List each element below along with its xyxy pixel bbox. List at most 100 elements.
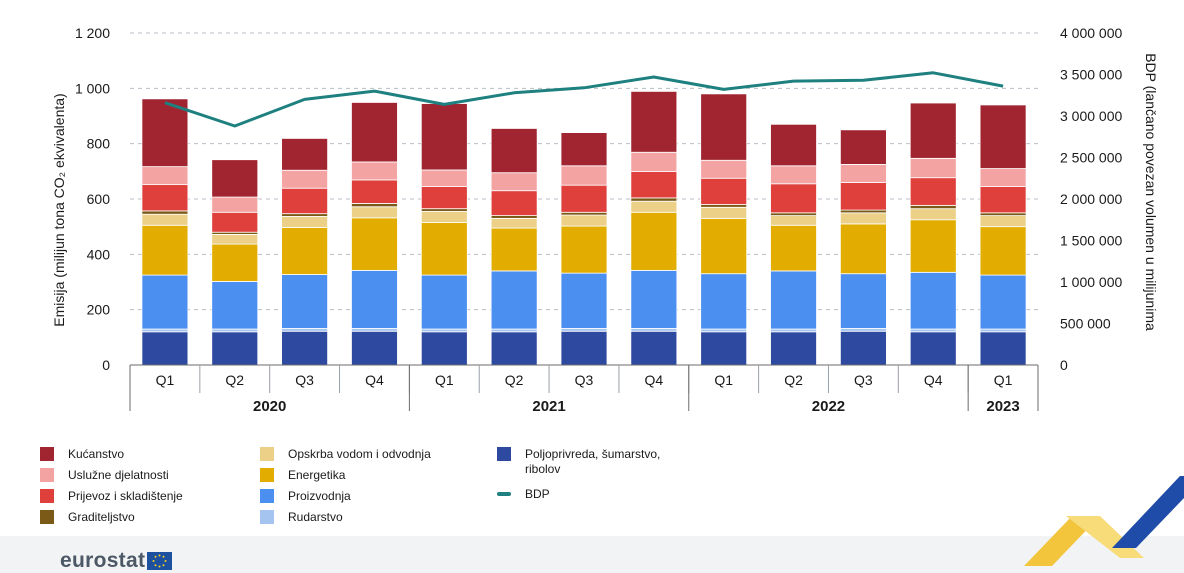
x-tick-label: Q3	[295, 372, 314, 388]
bar-segment	[979, 226, 1027, 276]
bar-segment	[281, 187, 329, 215]
legend-line-swatch	[497, 492, 511, 496]
bar-segment	[211, 196, 259, 213]
y-axis-right: 0 500 000 1 000 000 1 500 000 2 000 000 2 500…	[1060, 25, 1122, 373]
legend-item: Poljoprivreda, šumarstvo, ribolov	[497, 447, 695, 477]
bar-segment	[560, 165, 608, 186]
x-tick-label: Q4	[924, 372, 943, 388]
bar-segment	[141, 184, 189, 212]
legend-label: Uslužne djelatnosti	[68, 468, 169, 482]
legend-label: Prijevoz i skladištenje	[68, 489, 183, 503]
bar-segment	[630, 211, 678, 271]
bar-segment	[211, 234, 259, 245]
bar-segment	[281, 328, 329, 332]
ribbon-blue	[1112, 476, 1184, 548]
legend-swatch	[40, 510, 54, 524]
y2-tick-label: 4 000 000	[1060, 25, 1122, 41]
year-label: 2020	[253, 398, 286, 415]
legend-label: Opskrba vodom i odvodnja	[288, 447, 431, 461]
gdp-line	[164, 71, 1004, 128]
bar-segment	[770, 224, 817, 272]
bar-segment	[839, 129, 887, 165]
bar-segment	[839, 209, 887, 214]
bar-segment	[351, 330, 398, 366]
bar-segment	[420, 186, 468, 210]
bar-segment	[141, 210, 189, 215]
bar-segment	[281, 227, 329, 275]
bar-segment	[770, 212, 817, 216]
bar-segment	[281, 213, 329, 217]
bar-segment	[979, 328, 1027, 333]
y-tick-label: 200	[87, 302, 111, 318]
legend-item: Proizvodnja	[260, 489, 458, 504]
bar-segment	[700, 328, 748, 333]
legend-item: Uslužne djelatnosti	[40, 468, 238, 483]
bar-segment	[979, 215, 1027, 228]
bar-segment	[839, 164, 887, 183]
bar-segment	[351, 269, 398, 329]
legend-label: Poljoprivreda, šumarstvo, ribolov	[525, 447, 661, 476]
bar-segment	[420, 208, 468, 212]
bar-segment	[700, 177, 748, 205]
legend-swatch	[40, 447, 54, 461]
bar-segment	[141, 274, 189, 330]
bar-segment	[351, 217, 398, 271]
year-label: 2023	[986, 398, 1019, 415]
bar-segment	[770, 270, 817, 330]
bar-segment	[979, 274, 1027, 330]
bar-segment	[490, 215, 538, 219]
bar-segment	[351, 203, 398, 208]
bar-segment	[700, 159, 748, 179]
y-tick-label: 1 000	[75, 80, 110, 96]
bar-segment	[141, 328, 189, 333]
y2-tick-label: 2 000 000	[1060, 191, 1122, 207]
bar-segment	[211, 331, 259, 366]
y-tick-label: 800	[87, 136, 111, 152]
bar-segment	[979, 168, 1027, 187]
year-label: 2021	[532, 398, 565, 415]
bar-segment	[211, 159, 259, 198]
bar-segment	[560, 330, 608, 366]
legend-label: Energetika	[288, 468, 346, 482]
bar-segment	[490, 328, 538, 333]
bar-segment	[351, 161, 398, 181]
bar-segment	[700, 331, 748, 366]
bar-segment	[770, 165, 817, 185]
bar-segment	[839, 181, 887, 211]
bar-segment	[490, 227, 538, 272]
bar-segment	[700, 93, 748, 161]
bar-segment	[909, 328, 957, 333]
legend-item: Rudarstvo	[260, 510, 458, 525]
legend-swatch	[40, 468, 54, 482]
bar-segment	[281, 169, 329, 189]
y2-tick-label: 2 500 000	[1060, 150, 1122, 166]
y2-tick-label: 3 500 000	[1060, 67, 1122, 83]
bar-segment	[770, 123, 817, 167]
bar-segment	[630, 90, 678, 153]
bar-segment	[630, 171, 678, 199]
bar-segment	[630, 151, 678, 173]
bar-segment	[839, 328, 887, 332]
legend-label: Rudarstvo	[288, 510, 343, 524]
legend-label: Graditeljstvo	[68, 510, 135, 524]
bar-segment	[420, 211, 468, 223]
bar-segment	[351, 206, 398, 219]
bar-segment	[560, 272, 608, 329]
bar-segment	[630, 200, 678, 213]
bar-segment	[770, 183, 817, 214]
legend-swatch	[260, 489, 274, 503]
bar-segment	[909, 204, 957, 210]
legend-item: Graditeljstvo	[40, 510, 238, 525]
x-tick-label: Q2	[784, 372, 803, 388]
bar-segment	[630, 330, 678, 366]
legend-swatch	[260, 510, 274, 524]
bar-segment	[560, 225, 608, 274]
year-label: 2022	[812, 398, 845, 415]
bar-stacks	[141, 90, 1027, 366]
legend-swatch	[260, 447, 274, 461]
bar-segment	[490, 270, 538, 330]
legend-item: BDP	[497, 487, 695, 502]
bar-segment	[490, 331, 538, 366]
y2-tick-label: 1 000 000	[1060, 274, 1122, 290]
y-tick-label: 400	[87, 246, 111, 262]
